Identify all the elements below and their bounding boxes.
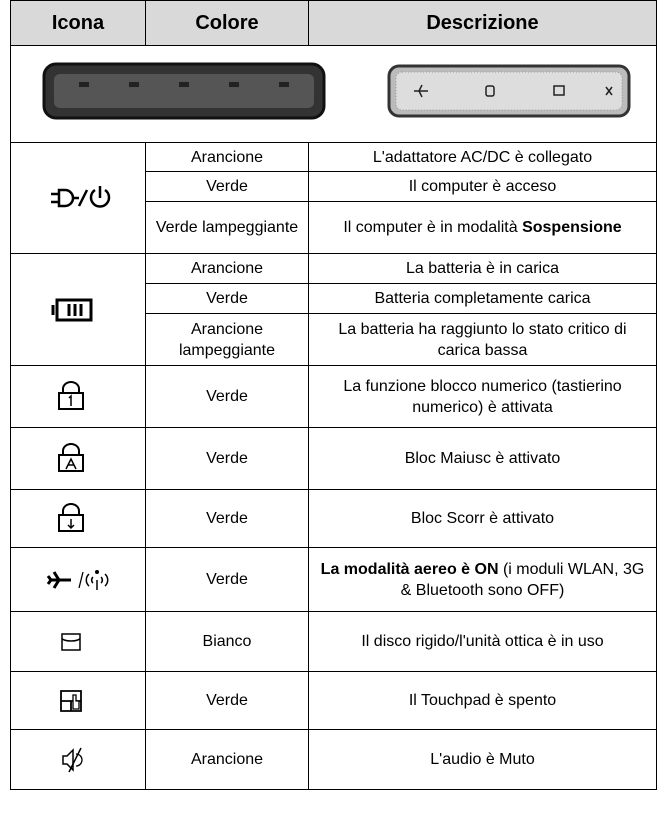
table-row: Verde Il computer è acceso — [11, 171, 657, 202]
color-cell: Verde — [145, 671, 309, 730]
color-cell: Verde — [145, 171, 309, 202]
table-row: Bianco Il disco rigido/l'unità ottica è i… — [10, 611, 657, 672]
description-text: Il computer è acceso — [408, 178, 557, 195]
description-text: La batteria ha raggiunto lo stato critic… — [338, 320, 627, 359]
description-text: Il disco rigido/l'unità ottica è in uso — [361, 633, 604, 650]
description-cell: La batteria ha raggiunto lo stato critic… — [308, 313, 657, 366]
description-text: La funzione blocco numerico (tastierino … — [343, 377, 622, 416]
description-cell: Bloc Scorr è attivato — [308, 489, 657, 548]
icon-cell — [10, 253, 146, 366]
table-row: Arancione lampeggiante La batteria ha rag… — [11, 313, 657, 366]
icon-cell — [10, 489, 146, 548]
icon — [58, 442, 84, 472]
table-row: Verde lampeggiante Il computer è in modal… — [11, 201, 657, 254]
description-text: Il computer è in modalità — [343, 219, 523, 236]
description-text: (i moduli WLAN, 3G & Bluetooth sono OFF) — [400, 560, 645, 599]
color-cell: Arancione — [145, 142, 309, 172]
icon-cell — [10, 427, 146, 490]
description-cell: L'adattatore AC/DC è collegato — [308, 142, 657, 172]
color-cell: Bianco — [145, 611, 309, 672]
icon-cell — [10, 729, 146, 790]
table-row: Arancione L'audio è Muto — [10, 729, 657, 790]
description-text: L'audio è Muto — [430, 751, 535, 768]
description-text: Batteria completamente carica — [374, 290, 591, 307]
icon — [58, 502, 84, 532]
icon-cell — [10, 671, 146, 730]
color-cell: Verde — [145, 365, 309, 428]
description-text: La modalità aereo è ON — [320, 560, 499, 578]
table-row: Arancione L'adattatore AC/DC è collegato — [10, 142, 657, 254]
icon — [51, 298, 93, 321]
icon-cell — [10, 547, 146, 612]
description-text: Bloc Maiusc è attivato — [404, 450, 561, 467]
image-row — [10, 45, 657, 143]
table-row: Verde La modalità aereo è ON (i moduli WL… — [10, 547, 657, 612]
description-cell: La funzione blocco numerico (tastierino … — [308, 365, 657, 428]
image-cell — [10, 45, 657, 143]
header-cell: Descrizione — [308, 0, 657, 46]
table-row: Verde Il Touchpad è spento — [10, 671, 657, 730]
description-text: Il Touchpad è spento — [408, 692, 557, 709]
color-cell: Verde — [145, 547, 309, 612]
table-row: Arancione La batteria è in carica — [10, 253, 657, 366]
description-cell: Il computer è in modalità Sospensione — [308, 201, 657, 254]
description-cell: Il computer è acceso — [308, 171, 657, 202]
led-panels — [42, 62, 630, 120]
icon — [61, 632, 81, 651]
description-text: Sospensione — [522, 219, 622, 236]
color-cell: Verde lampeggiante — [145, 201, 309, 254]
color-cell: Verde — [145, 427, 309, 490]
icon — [49, 184, 111, 208]
description-text: L'adattatore AC/DC è collegato — [372, 148, 593, 166]
description-text: Bloc Scorr è attivato — [410, 510, 555, 527]
color-cell: Arancione — [145, 253, 309, 284]
icon — [62, 747, 83, 772]
header-cell: Colore — [145, 0, 309, 46]
icon — [58, 380, 84, 410]
icon-cell — [10, 142, 146, 254]
description-cell: La batteria è in carica — [308, 253, 657, 284]
color-cell: Verde — [145, 283, 309, 314]
table-row: Verde La funzione blocco numerico (tastie… — [10, 365, 657, 428]
description-cell: La modalità aereo è ON (i moduli WLAN, 3… — [308, 547, 657, 612]
description-cell: Batteria completamente carica — [308, 283, 657, 314]
table-body: Arancione L'adattatore AC/DC è collegato V… — [10, 45, 657, 790]
color-cell: Arancione — [145, 729, 309, 790]
table-row: Verde Bloc Scorr è attivato — [10, 489, 657, 548]
description-cell: Il disco rigido/l'unità ottica è in uso — [308, 611, 657, 672]
led-table: Icona Colore Descrizione Arancione L'adat… — [10, 0, 657, 790]
header-cell: Icona — [10, 0, 146, 46]
icon-cell — [10, 365, 146, 428]
color-cell: Arancione lampeggiante — [145, 313, 309, 366]
color-cell: Verde — [145, 489, 309, 548]
description-cell: Bloc Maiusc è attivato — [308, 427, 657, 490]
description-text: La batteria è in carica — [406, 260, 559, 277]
icon — [60, 689, 82, 712]
description-cell: L'audio è Muto — [308, 729, 657, 790]
header-row: Icona Colore Descrizione — [10, 0, 657, 46]
icon-cell — [10, 611, 146, 672]
table-row: Verde Bloc Maiusc è attivato — [10, 427, 657, 490]
icon — [46, 569, 109, 590]
table-row: Verde Batteria completamente carica — [11, 283, 657, 314]
description-cell: Il Touchpad è spento — [308, 671, 657, 730]
